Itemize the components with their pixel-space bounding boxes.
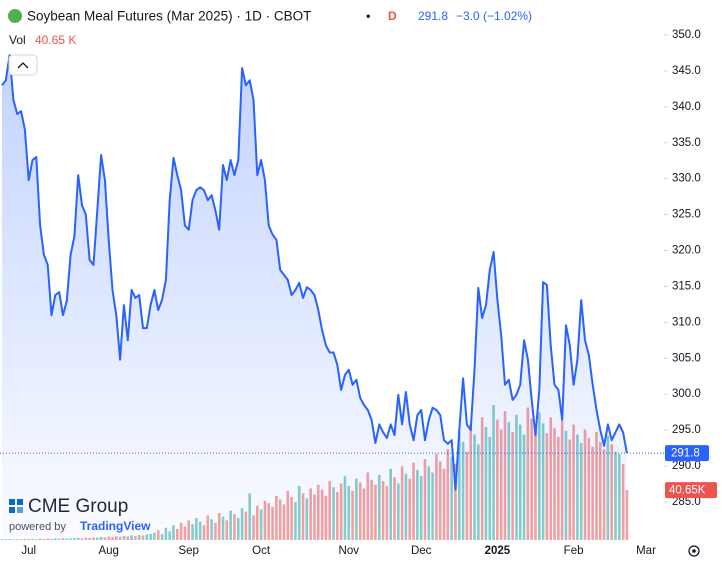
volume-badge	[665, 482, 717, 499]
y-tick-label: 345.0	[672, 65, 701, 77]
y-tick-label: 285.0	[672, 496, 701, 508]
y-tick-label: 330.0	[672, 173, 701, 185]
collapse-button[interactable]	[8, 54, 38, 76]
brand: CME Group	[28, 496, 128, 517]
volume-bar	[625, 490, 629, 540]
settings-icon[interactable]	[688, 545, 700, 557]
volume-value: 40.65 K	[35, 33, 76, 47]
x-tick-label: Feb	[564, 545, 584, 557]
x-tick-label: 2025	[485, 545, 511, 557]
x-tick-label: Sep	[178, 545, 198, 557]
x-tick-label: Mar	[636, 545, 656, 557]
y-tick-label: 320.0	[672, 245, 701, 257]
separator: •	[366, 8, 371, 23]
y-tick-label: 325.0	[672, 209, 701, 221]
chart-title: Soybean Meal Futures (Mar 2025) · 1D · C…	[27, 9, 311, 24]
y-tick-label: 290.0	[672, 460, 701, 472]
brand-logo	[9, 499, 23, 513]
y-tick-label: 340.0	[672, 101, 701, 113]
volume-badge-label: 40.65K	[669, 485, 706, 497]
x-tick-label: Aug	[98, 545, 118, 557]
x-tick-label: Jul	[21, 545, 36, 557]
y-tick-label: 335.0	[672, 137, 701, 149]
y-tick-label: 315.0	[672, 280, 701, 292]
price-line	[1, 54, 628, 491]
y-tick-label: 305.0	[672, 352, 701, 364]
x-tick-label: Oct	[252, 545, 271, 557]
symbol-icon	[8, 9, 22, 23]
y-tick-label: 350.0	[672, 29, 701, 41]
y-tick-label: 295.0	[672, 424, 701, 436]
y-tick-label: 310.0	[672, 316, 701, 328]
x-tick-label: Dec	[411, 545, 432, 557]
interval-flag: D	[388, 9, 397, 23]
price-badge	[665, 445, 709, 462]
volume-label: Vol	[9, 33, 26, 47]
plot-area	[0, 54, 629, 540]
price-badge-label: 291.8	[671, 448, 700, 460]
powered-by: powered by	[9, 521, 66, 533]
price-change: −3.0 (−1.02%)	[456, 9, 532, 23]
y-tick-label: 300.0	[672, 388, 701, 400]
last-price: 291.8	[418, 9, 448, 23]
powered-brand: TradingView	[80, 519, 151, 533]
x-tick-label: Nov	[339, 545, 360, 557]
